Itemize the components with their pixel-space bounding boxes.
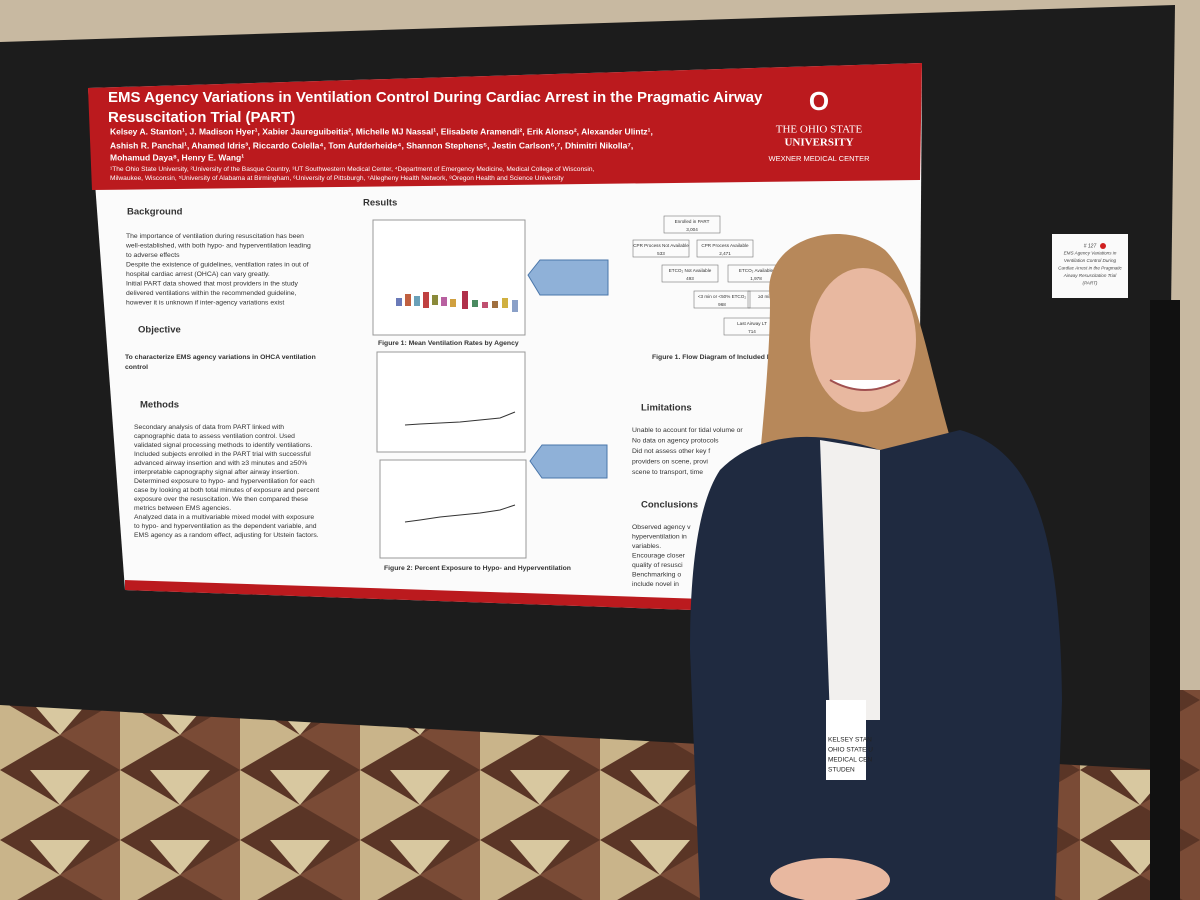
flow-label: 1,978 [750,276,762,281]
callout [527,259,609,296]
section-heading: Conclusions [641,500,698,511]
affiliations: Milwaukee, Wisconsin, ⁵University of Ala… [110,175,564,182]
poster-text: Encourage closer [632,552,686,559]
flow-label: CPR Process Available [701,243,749,248]
poster-text: to hypo- and hyperventilation as the dep… [134,523,317,530]
poster-text: case by looking at both total minutes of… [134,487,319,494]
section-heading: Results [363,198,397,209]
flow-node [696,239,754,258]
figure-box [372,219,526,336]
flow-node [632,239,690,258]
note-text: (PART) [1083,281,1098,286]
poster-text: hyperventilation in [632,533,687,540]
poster-text: delivered ventilations within the recomm… [126,290,297,297]
note-text: Ventilation Control During [1064,258,1117,263]
logo: UNIVERSITY [784,137,853,149]
flow-label: 968 [718,302,726,307]
poster-text: scene to transport, time [632,469,703,476]
flow-label: <3 min or <50% ETCO₂ [698,294,746,299]
title: EMS Agency Variations in Ventilation Con… [108,89,763,106]
note-card [1052,234,1128,298]
poster-text: validated signal processing methods to i… [134,442,312,449]
poster [88,63,922,618]
poster-text: Despite the existence of guidelines, ven… [126,261,309,268]
poster-header [88,63,922,190]
caption: Figure 1: Mean Ventilation Rates by Agen… [378,340,519,347]
note-text: Airway Resuscitation Trial [1063,273,1117,278]
poster-text: Unable to account for tidal volume or [632,427,743,434]
poster-text: exposure over the resuscitation. We then… [134,496,308,503]
flow-label: ETCO₂ Available [739,268,774,273]
logo: THE OHIO STATE [776,124,863,136]
figure-box [376,351,526,453]
poster-text: metrics between EMS agencies. [134,505,231,512]
flow-label: 3,004 [686,227,698,232]
badge-text: KELSEY STAN [828,737,872,744]
callout [529,444,608,479]
poster-text: interpretable capnography signal after a… [134,469,299,476]
affiliations: ¹The Ohio State University, ²University … [110,166,595,173]
section-heading: Objective [138,325,181,336]
badge-text: STUDEN [828,767,855,774]
poster-text: Included subjects enrolled in the PART t… [134,451,311,458]
flow-label: Last Airway LT [737,321,767,326]
section-heading: Methods [140,400,179,411]
poster-text: capnographic data to assess ventilation … [134,433,295,440]
poster-text: EMS agency as a random effect, adjusting… [134,532,319,539]
person [690,234,1062,900]
flow-label: 714 [748,329,756,334]
poster-text: Initial PART data showed that most provi… [126,280,299,287]
flow-label: 2,471 [719,251,731,256]
header-text: EMS Agency Variations in Ventilation Con… [108,86,870,182]
flow-label: ETCO₂ Not Available [669,268,712,273]
poster-text: The importance of ventilation during res… [126,233,304,240]
note-text: Cardiac Arrest in the Pragmatic [1058,266,1122,271]
flow-label: CPR Process Not Available [633,243,689,248]
caption: Figure 2: Percent Exposure to Hypo- and … [384,565,571,572]
poster-text: however it is unknown if inter-agency va… [126,299,284,306]
badge-text: OHIO STATE U [828,747,873,754]
flow-label: 493 [686,276,694,281]
poster-text: providers on scene, provi [632,458,708,465]
flow-label: Enrolled in PART [675,219,710,224]
title: Resuscitation Trial (PART) [108,109,295,126]
poster-text: well-established, with both hypo- and hy… [125,242,311,249]
logo: WEXNER MEDICAL CENTER [769,154,871,163]
flow-node [693,290,751,309]
poster-text: Observed agency v [632,524,691,531]
poster-text: control [125,364,148,371]
section-heading: Background [127,207,183,218]
board-leg [1150,300,1180,900]
poster-text: Did not assess other key f [632,448,710,455]
poster-text: hospital cardiac arrest (OHCA) can vary … [126,271,270,278]
poster-text: include novel in [632,581,679,588]
poster-text: To characterize EMS agency variations in… [125,354,316,361]
poster-text: Analyzed data in a multivariable mixed m… [134,514,314,521]
flow-node [663,215,721,234]
poster-text: Secondary analysis of data from PART lin… [134,424,284,431]
poster-text: quality of resusci [632,562,683,569]
caption: Figure 1. Flow Diagram of Included P [652,354,772,361]
note-text: EMS Agency Variations in [1064,251,1117,256]
boxplots [396,291,518,523]
poster-text: Determined exposure to hypo- and hyperve… [134,478,315,485]
poster-text: variables. [632,543,661,550]
flow-node [661,264,719,283]
note-text: # 127 [1084,243,1097,249]
pin [1100,243,1106,249]
flow-label: 533 [657,251,665,256]
poster-text: advanced airway insertion and with ≥3 mi… [134,460,307,467]
badge-text: MEDICAL CEN [828,757,872,764]
authors: Kelsey A. Stanton¹, J. Madison Hyer¹, Xa… [110,126,653,136]
logo-o: O [809,86,829,116]
poster-text: Benchmarking o [632,571,681,578]
poster-text: No data on agency protocols [632,437,719,444]
poster-text: to adverse effects [126,252,180,259]
badge: KELSEY STAN OHIO STATE U MEDICAL CEN STUDEN [828,737,873,774]
authors: Ashish R. Panchal¹, Ahamed Idris³, Ricca… [110,140,633,150]
authors: Mohamud Daya⁸, Henry E. Wang¹ [110,152,244,162]
section-heading: Limitations [641,403,692,414]
